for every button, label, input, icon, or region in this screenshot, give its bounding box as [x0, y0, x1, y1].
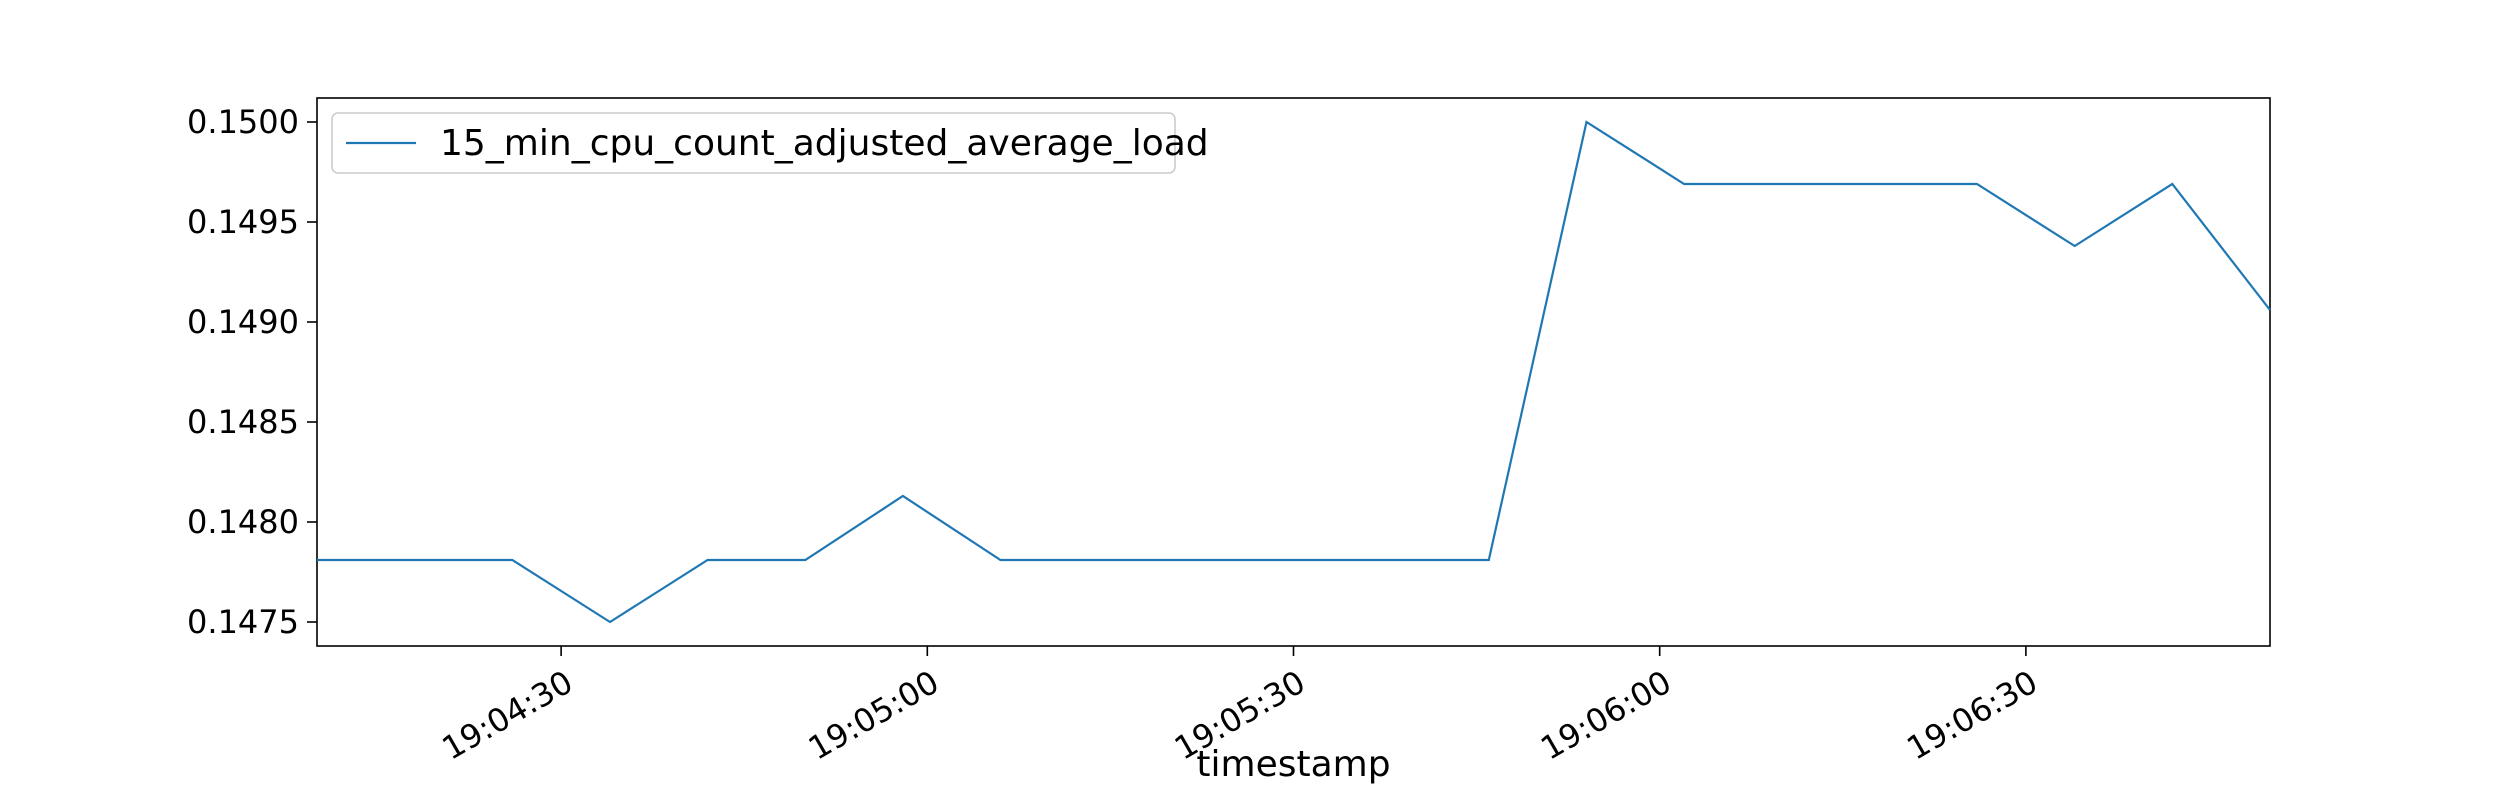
legend: 15_min_cpu_count_adjusted_average_load — [331, 112, 1209, 174]
series-line-0 — [317, 120, 2271, 624]
y-tick-label: 0.1485 — [187, 403, 299, 441]
y-tick-label: 0.1495 — [187, 203, 299, 241]
legend-box — [331, 112, 1176, 174]
x-axis-label: timestamp — [1196, 744, 1390, 785]
x-tick-label: 19:04:30 — [436, 663, 579, 768]
y-tick-label: 0.1500 — [187, 103, 299, 141]
plot-area — [316, 97, 2271, 647]
y-tick-label: 0.1480 — [187, 503, 299, 541]
y-tick-label: 0.1490 — [187, 303, 299, 341]
plot-frame — [316, 97, 2271, 647]
y-axis: 0.1475 0.1480 0.1485 0.1490 0.1495 0.1500 — [187, 103, 317, 641]
x-tick-label: 19:06:30 — [1900, 663, 2043, 768]
series-layer — [317, 120, 2271, 624]
x-tick-label: 19:05:00 — [802, 663, 945, 768]
legend-entry-label: 15_min_cpu_count_adjusted_average_load — [440, 123, 1209, 164]
x-tick-label: 19:06:00 — [1534, 663, 1677, 768]
y-tick-label: 0.1475 — [187, 603, 299, 641]
